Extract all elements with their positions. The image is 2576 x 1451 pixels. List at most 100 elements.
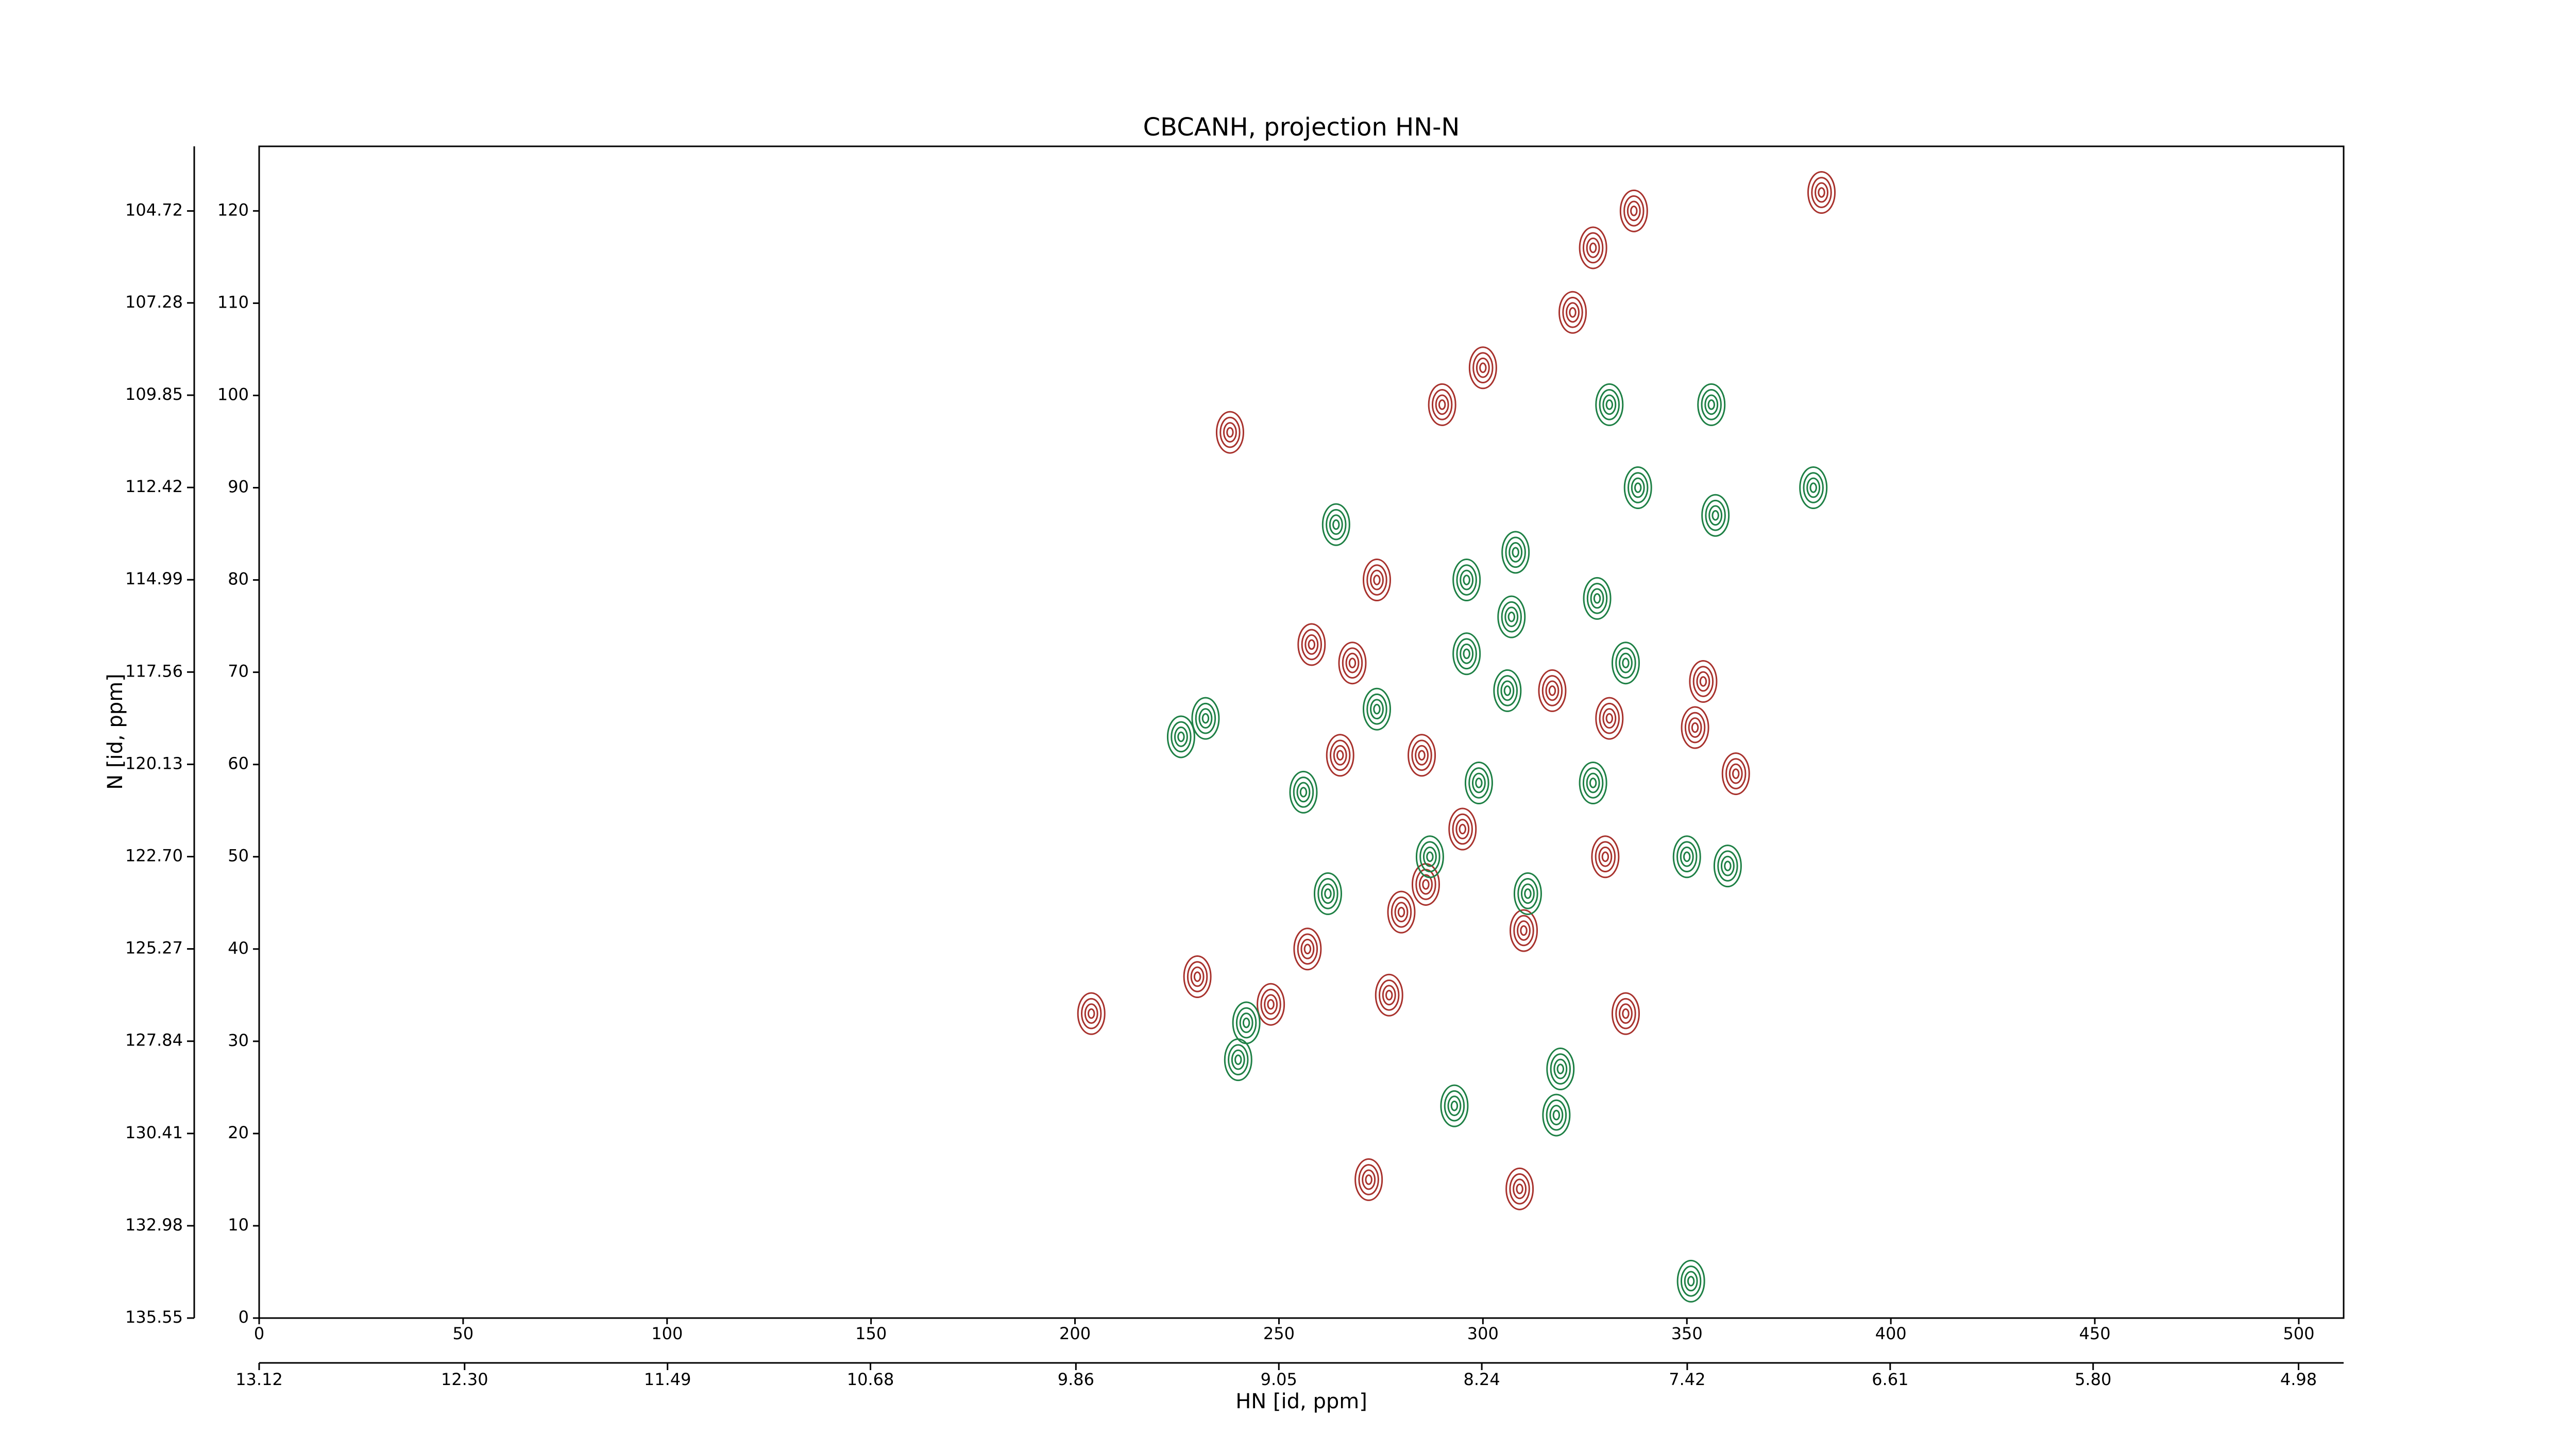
contour-ring — [1415, 745, 1429, 766]
y-tick-label: 120 — [217, 200, 249, 220]
peak — [1579, 761, 1607, 804]
contour-ring — [1313, 872, 1342, 915]
contour-ring — [1456, 564, 1477, 596]
contour-ring — [1689, 660, 1718, 703]
plot-frame — [258, 145, 2345, 1319]
contour-ring — [1088, 1008, 1095, 1019]
contour-ring — [1807, 171, 1836, 214]
contour-ring — [1626, 200, 1641, 222]
contour-ring — [1304, 634, 1319, 655]
contour-ring — [1448, 807, 1477, 851]
contour-ring — [1809, 482, 1817, 493]
contour-ring — [1598, 846, 1613, 867]
y-tick-label: 60 — [228, 754, 249, 773]
peak — [1440, 1084, 1469, 1127]
contour-ring — [1198, 708, 1213, 729]
contour-ring — [1550, 1053, 1571, 1085]
y-tick-label: 30 — [228, 1031, 249, 1050]
peak — [1321, 503, 1350, 546]
contour-ring — [1517, 878, 1538, 909]
contour-ring — [1586, 772, 1600, 794]
peak — [1546, 1048, 1575, 1091]
x-tick-label: 250 — [1263, 1324, 1295, 1343]
peak — [1595, 697, 1624, 740]
x2-tick-label: 8.24 — [1464, 1370, 1500, 1389]
x2-tick-label: 10.68 — [847, 1370, 894, 1389]
contour-ring — [1602, 394, 1617, 415]
contour-ring — [1193, 971, 1201, 982]
contour-ring — [1582, 767, 1604, 799]
contour-ring — [1187, 961, 1208, 992]
y-tick-label: 70 — [228, 662, 249, 681]
contour-ring — [1676, 1259, 1705, 1303]
peak — [1713, 845, 1742, 888]
contour-ring — [1289, 770, 1318, 814]
contour-ring — [1619, 1003, 1633, 1024]
contour-ring — [1452, 813, 1473, 845]
contour-ring — [1468, 346, 1497, 390]
contour-ring — [1691, 722, 1699, 733]
peak — [1354, 1158, 1383, 1201]
contour-ring — [1552, 1109, 1561, 1121]
contour-ring — [1501, 531, 1530, 574]
contour-ring — [1472, 352, 1494, 384]
contour-ring — [1546, 1099, 1567, 1131]
contour-ring — [1438, 399, 1446, 410]
peak — [1799, 466, 1828, 510]
contour-ring — [1297, 623, 1326, 666]
contour-ring — [1672, 835, 1701, 879]
contour-ring — [1464, 761, 1493, 804]
peak — [1697, 383, 1726, 426]
contour-ring — [1623, 195, 1645, 227]
contour-ring — [1602, 708, 1617, 729]
contour-ring — [1373, 703, 1381, 715]
y-tick-label: 0 — [239, 1307, 249, 1327]
contour-ring — [1299, 787, 1308, 798]
contour-ring — [1493, 669, 1522, 712]
x-tick-label: 500 — [2283, 1324, 2314, 1343]
contour-ring — [1183, 955, 1212, 998]
x-tick-label: 200 — [1059, 1324, 1091, 1343]
contour-ring — [1818, 187, 1825, 198]
contour-ring — [1370, 699, 1384, 720]
contour-ring — [1623, 466, 1652, 510]
contour-ring — [1711, 510, 1719, 521]
y-tick-label: 100 — [217, 384, 249, 404]
peak — [1807, 171, 1836, 214]
contour-ring — [1468, 767, 1489, 799]
peak — [1513, 872, 1542, 915]
contour-ring — [1224, 1038, 1252, 1082]
contour-ring — [1721, 752, 1750, 796]
contour-ring — [1190, 966, 1205, 987]
contour-ring — [1215, 411, 1244, 454]
contour-ring — [1569, 307, 1577, 318]
contour-ring — [1615, 998, 1636, 1030]
contour-ring — [1538, 669, 1567, 712]
contour-ring — [1601, 851, 1609, 863]
contour-ring — [1696, 671, 1710, 692]
peak — [1452, 559, 1481, 602]
contour-ring — [1394, 902, 1409, 923]
contour-ring — [1418, 750, 1426, 761]
y2-tick-label: 127.84 — [125, 1031, 183, 1050]
contour-ring — [1226, 427, 1234, 438]
contour-ring — [1239, 1013, 1253, 1033]
contour-ring — [1375, 973, 1403, 1017]
peak — [1408, 734, 1436, 777]
y-tick-label: 10 — [228, 1215, 249, 1235]
peak — [1611, 992, 1640, 1035]
contour-ring — [1354, 1158, 1383, 1201]
contour-ring — [1428, 383, 1456, 426]
contour-ring — [1680, 1266, 1702, 1297]
contour-ring — [1520, 883, 1535, 904]
contour-ring — [1558, 291, 1587, 334]
peak — [1215, 411, 1244, 454]
contour-ring — [1684, 712, 1706, 744]
contour-ring — [1505, 536, 1526, 568]
x2-tick-label: 9.86 — [1058, 1370, 1094, 1389]
contour-ring — [1293, 777, 1314, 808]
peak — [1224, 1038, 1252, 1082]
contour-ring — [1699, 676, 1707, 687]
contour-ring — [1326, 509, 1347, 541]
contour-ring — [1422, 879, 1430, 890]
